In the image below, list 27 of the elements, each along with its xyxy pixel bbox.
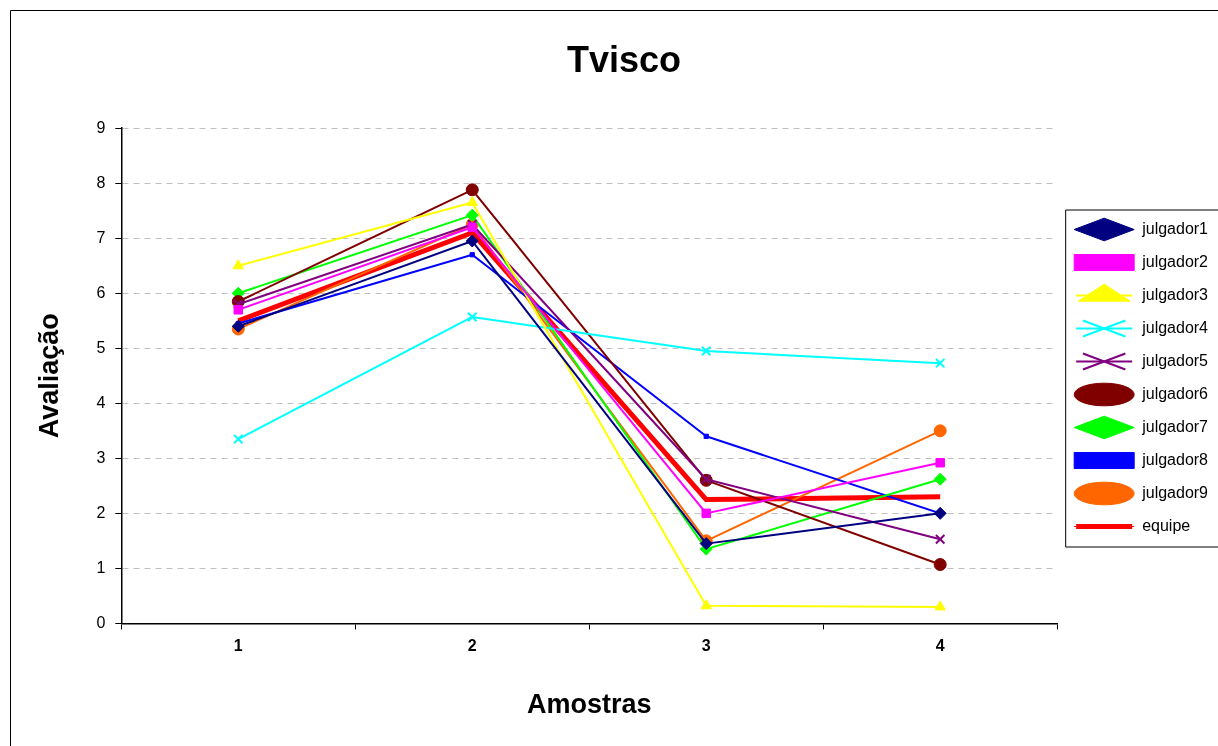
legend-label: julgador3 <box>1141 285 1209 303</box>
y-tick-label: 7 <box>96 228 106 246</box>
x-tick-label: 1 <box>233 637 243 655</box>
y-tick-label: 5 <box>96 338 106 356</box>
x-tick-label: 2 <box>467 637 477 655</box>
y-tick-label: 6 <box>96 283 106 301</box>
legend-label: julgador7 <box>1141 417 1209 435</box>
legend-label: julgador8 <box>1141 450 1209 468</box>
y-axis-title: Avaliação <box>33 313 64 439</box>
y-tick-label: 1 <box>96 558 106 576</box>
legend-label: julgador4 <box>1141 318 1209 336</box>
legend-label: julgador6 <box>1141 384 1209 402</box>
chart-title: Tvisco <box>566 38 682 80</box>
y-tick-label: 8 <box>96 173 106 191</box>
legend-label: equipe <box>1142 516 1191 534</box>
legend-label: julgador1 <box>1141 219 1209 237</box>
x-tick-label: 3 <box>701 637 711 655</box>
x-axis-title: Amostras <box>526 689 652 720</box>
y-tick-label: 4 <box>96 393 106 411</box>
y-tick-label: 2 <box>96 503 106 521</box>
y-tick-label: 0 <box>96 613 106 631</box>
y-tick-label: 3 <box>96 448 106 466</box>
x-tick-label: 4 <box>935 637 945 655</box>
legend-label: julgador5 <box>1141 351 1209 369</box>
legend-label: julgador2 <box>1141 252 1209 270</box>
legend-label: julgador9 <box>1141 483 1209 501</box>
y-tick-label: 9 <box>96 118 106 136</box>
